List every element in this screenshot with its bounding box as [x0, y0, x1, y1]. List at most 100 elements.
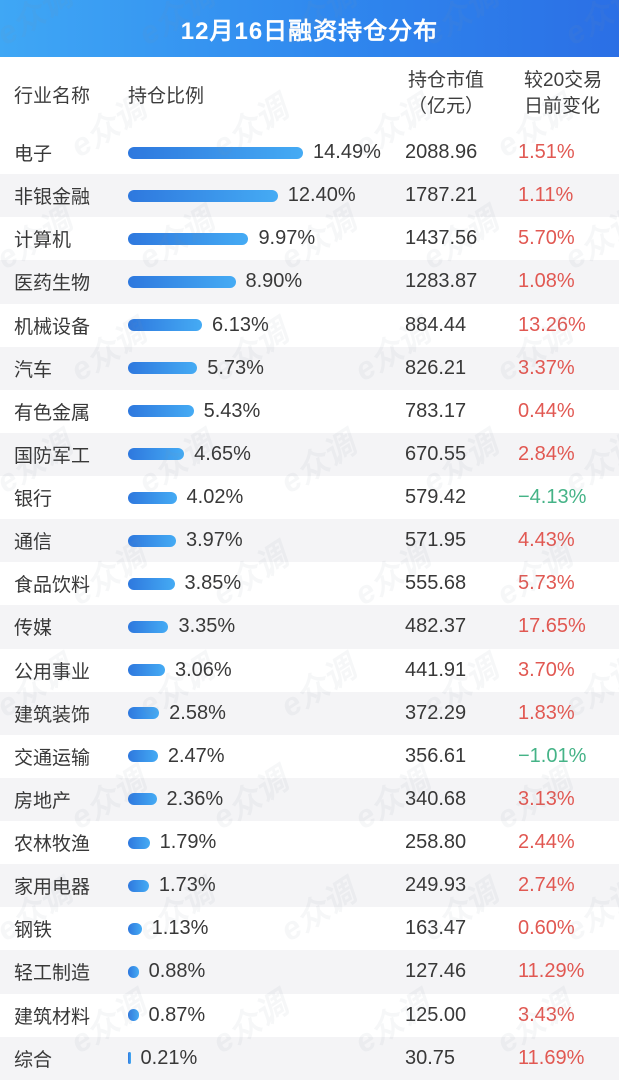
ratio-bar: [128, 879, 149, 892]
ratio-bar-cell: 0.88%: [128, 960, 405, 983]
market-value: 555.68: [405, 572, 467, 595]
ratio-label: 1.13%: [151, 917, 209, 940]
column-header-market-value: 持仓市值 （亿元）: [405, 68, 518, 120]
ratio-label: 3.85%: [184, 572, 242, 595]
column-header-change-line2: 日前变化: [524, 96, 601, 117]
ratio-label: 3.06%: [174, 658, 232, 681]
column-header-market-value-line1: 持仓市值: [407, 70, 484, 91]
table-row: 建筑装饰 2.58% 372.29 1.83%: [0, 691, 619, 735]
market-value: 1283.87: [405, 270, 478, 293]
ratio-bar-cell: 14.49%: [128, 141, 405, 164]
ratio-bar-cell: 6.13%: [128, 314, 405, 337]
industry-name: 综合: [14, 1049, 53, 1071]
change-value: −4.13%: [518, 486, 587, 509]
market-value: 1787.21: [405, 184, 478, 207]
change-value: 1.83%: [518, 701, 575, 724]
industry-name: 有色金属: [14, 402, 91, 424]
ratio-bar-cell: 1.73%: [128, 874, 405, 897]
industry-name: 计算机: [14, 230, 72, 252]
ratio-bar: [128, 189, 278, 202]
industry-name: 建筑材料: [14, 1006, 91, 1028]
market-value: 127.46: [405, 960, 467, 983]
table-row: 钢铁 1.13% 163.47 0.60%: [0, 907, 619, 951]
ratio-bar-cell: 1.13%: [128, 917, 405, 940]
table-row: 综合 0.21% 30.75 11.69%: [0, 1036, 619, 1080]
table-row: 公用事业 3.06% 441.91 3.70%: [0, 648, 619, 692]
ratio-bar-cell: 1.79%: [128, 831, 405, 854]
industry-name: 轻工制造: [14, 963, 91, 985]
ratio-label: 8.90%: [245, 270, 303, 293]
column-header-row: 行业名称 持仓比例 持仓市值 （亿元） 较20交易 日前变化: [0, 57, 619, 131]
ratio-label: 5.73%: [207, 356, 264, 379]
ratio-bar-cell: 3.97%: [128, 529, 405, 552]
column-header-change-line1: 较20交易: [524, 70, 603, 91]
table-row: 轻工制造 0.88% 127.46 11.29%: [0, 950, 619, 994]
change-value: 2.84%: [518, 442, 575, 465]
market-value: 258.80: [405, 831, 467, 854]
table-row: 电子 14.49% 2088.96 1.51%: [0, 131, 619, 175]
ratio-bar-cell: 0.87%: [128, 1004, 405, 1027]
ratio-label: 2.36%: [166, 787, 224, 810]
ratio-label: 12.40%: [287, 184, 356, 207]
table-row: 有色金属 5.43% 783.17 0.44%: [0, 389, 619, 433]
industry-name: 电子: [14, 144, 53, 166]
ratio-label: 0.88%: [148, 960, 206, 983]
industry-name: 机械设备: [14, 316, 91, 338]
ratio-label: 3.97%: [185, 529, 243, 552]
industry-name: 非银金融: [14, 187, 91, 209]
table-row: 食品饮料 3.85% 555.68 5.73%: [0, 562, 619, 606]
market-value: 372.29: [405, 701, 467, 724]
ratio-label: 4.65%: [194, 442, 251, 465]
change-value: 13.26%: [518, 313, 586, 336]
industry-name: 建筑装饰: [14, 704, 91, 726]
ratio-bar: [128, 793, 157, 806]
industry-name: 国防军工: [14, 445, 91, 467]
ratio-bar: [128, 534, 176, 547]
ratio-bar-cell: 5.43%: [128, 400, 405, 423]
ratio-bar: [128, 275, 236, 288]
ratio-bar: [128, 491, 177, 504]
ratio-label: 9.97%: [258, 227, 316, 250]
ratio-bar: [128, 922, 142, 935]
industry-name: 传媒: [14, 618, 53, 640]
ratio-bar: [128, 577, 175, 590]
market-value: 670.55: [405, 442, 467, 465]
change-value: −1.01%: [518, 744, 587, 767]
ratio-bar: [128, 836, 150, 849]
table-body: 电子 14.49% 2088.96 1.51% 非银金融 12.40% 1787…: [0, 131, 619, 1080]
change-value: 1.08%: [518, 270, 575, 293]
ratio-bar-cell: 8.90%: [128, 270, 405, 293]
ratio-label: 14.49%: [313, 141, 381, 164]
table-row: 汽车 5.73% 826.21 3.37%: [0, 346, 619, 390]
market-value: 2088.96: [405, 141, 478, 164]
ratio-bar-cell: 0.21%: [128, 1047, 405, 1070]
change-value: 5.70%: [518, 227, 575, 250]
ratio-bar: [128, 405, 194, 418]
column-header-industry: 行业名称: [14, 85, 91, 107]
ratio-bar: [128, 146, 304, 159]
industry-name: 通信: [14, 532, 53, 554]
change-value: 1.11%: [518, 184, 574, 207]
change-value: 17.65%: [518, 615, 586, 638]
market-value: 125.00: [405, 1003, 467, 1026]
table-row: 机械设备 6.13% 884.44 13.26%: [0, 303, 619, 347]
market-value: 163.47: [405, 917, 467, 940]
change-value: 3.43%: [518, 1003, 575, 1026]
table-row: 通信 3.97% 571.95 4.43%: [0, 519, 619, 563]
ratio-bar: [128, 750, 158, 763]
change-value: 1.51%: [518, 141, 575, 164]
ratio-bar: [128, 664, 165, 677]
ratio-bar-cell: 4.65%: [128, 443, 405, 466]
ratio-label: 2.58%: [169, 701, 226, 724]
industry-name: 房地产: [14, 790, 72, 812]
ratio-label: 2.47%: [167, 744, 225, 767]
change-value: 3.70%: [518, 658, 575, 681]
table-row: 医药生物 8.90% 1283.87 1.08%: [0, 260, 619, 304]
ratio-bar-cell: 2.58%: [128, 702, 405, 725]
market-value: 826.21: [405, 356, 467, 379]
table-row: 建筑材料 0.87% 125.00 3.43%: [0, 993, 619, 1037]
ratio-bar: [128, 965, 139, 978]
change-value: 11.69%: [518, 1046, 585, 1069]
change-value: 3.13%: [518, 787, 575, 810]
column-header-ratio: 持仓比例: [128, 85, 205, 107]
